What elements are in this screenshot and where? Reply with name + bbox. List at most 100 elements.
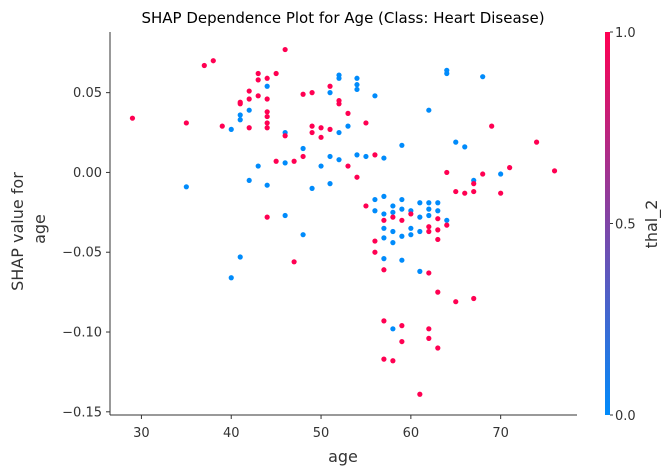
data-point bbox=[354, 82, 360, 88]
data-point bbox=[282, 212, 288, 219]
data-point bbox=[327, 181, 333, 187]
data-point bbox=[507, 165, 513, 171]
data-point bbox=[327, 153, 333, 160]
data-point bbox=[336, 157, 342, 163]
data-point bbox=[273, 70, 279, 77]
data-point bbox=[471, 295, 477, 302]
colorbar-ticks: 0.0 0.5 1.0 bbox=[610, 26, 636, 424]
data-point bbox=[381, 211, 387, 217]
data-point bbox=[309, 90, 315, 96]
data-point bbox=[282, 133, 288, 139]
data-point bbox=[453, 299, 459, 305]
data-point bbox=[435, 289, 441, 295]
points-layer bbox=[129, 46, 558, 397]
data-point bbox=[417, 200, 423, 206]
data-point bbox=[318, 125, 324, 131]
data-point bbox=[264, 120, 270, 126]
x-tick-label: 40 bbox=[223, 426, 240, 441]
y-axis-label: SHAP value for age bbox=[8, 167, 49, 291]
data-point bbox=[498, 171, 504, 177]
data-point bbox=[354, 174, 360, 180]
data-point bbox=[264, 109, 270, 115]
data-point bbox=[273, 158, 279, 164]
x-tick-label: 30 bbox=[133, 426, 150, 441]
data-point bbox=[426, 107, 432, 113]
x-tick-label: 50 bbox=[313, 426, 330, 441]
data-point bbox=[183, 184, 189, 190]
data-point bbox=[327, 83, 333, 89]
data-point bbox=[426, 335, 432, 341]
data-point bbox=[399, 217, 405, 223]
data-point bbox=[417, 268, 423, 274]
data-point bbox=[453, 139, 459, 145]
colorbar-tick-label: 0.0 bbox=[615, 409, 636, 424]
data-point bbox=[237, 101, 243, 107]
data-point bbox=[444, 70, 450, 77]
x-tick-label: 60 bbox=[403, 426, 420, 441]
data-point bbox=[300, 153, 306, 160]
data-point bbox=[471, 181, 477, 187]
data-point bbox=[345, 163, 351, 169]
data-point bbox=[336, 75, 342, 81]
data-point bbox=[201, 62, 207, 69]
data-point bbox=[435, 345, 441, 351]
data-point bbox=[435, 200, 441, 206]
data-point bbox=[318, 134, 324, 140]
data-point bbox=[533, 139, 540, 145]
data-point bbox=[390, 358, 396, 364]
data-point bbox=[408, 211, 414, 217]
y-axis-label-line-2: age bbox=[30, 214, 49, 244]
data-point bbox=[399, 233, 405, 239]
data-point bbox=[435, 236, 441, 243]
data-point bbox=[426, 228, 432, 235]
data-point bbox=[399, 257, 405, 263]
data-point bbox=[462, 144, 468, 150]
data-point bbox=[264, 113, 270, 120]
data-point bbox=[210, 58, 216, 64]
data-point bbox=[381, 235, 387, 241]
data-point bbox=[264, 125, 270, 131]
data-point bbox=[399, 323, 405, 329]
data-point bbox=[246, 88, 252, 94]
y-tick-label: −0.10 bbox=[62, 326, 102, 341]
colorbar-tick-label: 0.5 bbox=[615, 218, 636, 233]
data-point bbox=[291, 259, 297, 265]
data-point bbox=[237, 254, 243, 260]
data-point bbox=[399, 196, 405, 203]
data-point bbox=[336, 129, 342, 136]
data-point bbox=[498, 190, 504, 196]
data-point bbox=[300, 232, 306, 238]
data-point bbox=[390, 228, 396, 235]
data-point bbox=[363, 153, 369, 160]
data-point bbox=[381, 155, 387, 161]
data-point bbox=[399, 142, 405, 148]
data-point bbox=[363, 203, 369, 209]
data-point bbox=[435, 208, 441, 214]
data-point bbox=[372, 196, 378, 203]
data-point bbox=[219, 123, 225, 129]
data-point bbox=[300, 91, 306, 97]
x-axis-label: age bbox=[328, 447, 358, 466]
data-point bbox=[381, 256, 387, 262]
data-point bbox=[255, 93, 261, 99]
data-point bbox=[183, 120, 189, 126]
data-point bbox=[435, 216, 441, 222]
data-point bbox=[246, 96, 252, 102]
data-point bbox=[237, 117, 243, 123]
data-point bbox=[246, 107, 252, 113]
axes bbox=[109, 32, 577, 416]
data-point bbox=[309, 123, 315, 129]
data-point bbox=[129, 115, 136, 121]
data-point bbox=[426, 212, 432, 219]
data-point bbox=[372, 249, 378, 255]
data-point bbox=[417, 391, 423, 397]
data-point bbox=[381, 193, 387, 199]
data-point bbox=[435, 227, 441, 233]
data-point bbox=[372, 93, 378, 99]
data-point bbox=[444, 169, 450, 176]
data-point bbox=[390, 326, 396, 332]
chart-title: SHAP Dependence Plot for Age (Class: Hea… bbox=[141, 9, 544, 27]
data-point bbox=[246, 177, 252, 184]
